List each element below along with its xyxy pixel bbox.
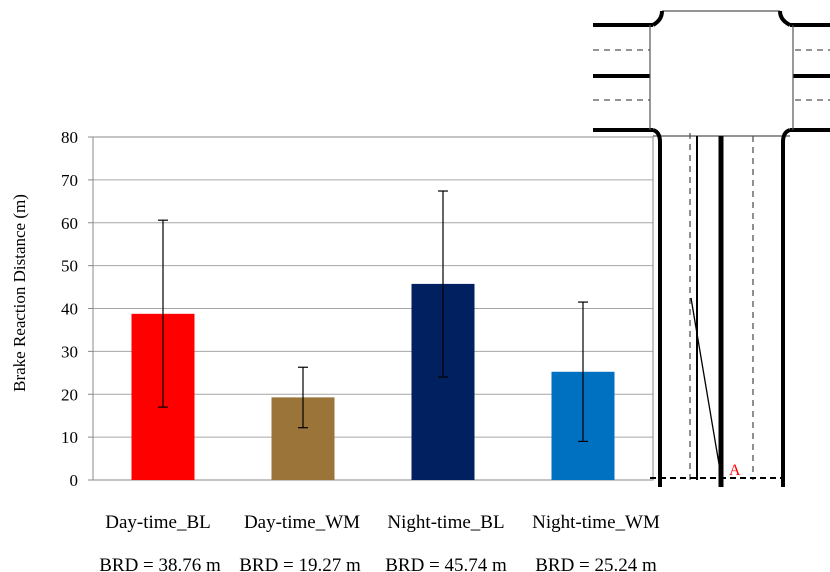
bar-chart: 0 10 20 30 40 50 60 70 80 Day-time_BL Day-time_WM… <box>10 128 660 572</box>
brd-annotation: BRD = 38.76 m <box>99 555 221 572</box>
intersection-diagram: A <box>593 10 830 487</box>
y-tick-label: 50 <box>61 257 78 276</box>
y-tick-label: 30 <box>61 342 78 361</box>
category-label: Night-time_WM <box>532 512 660 533</box>
point-a-label: A <box>729 462 741 479</box>
curb-corner-top-right <box>778 10 791 27</box>
trajectory-line <box>690 297 721 471</box>
curb-corner-top-left <box>651 10 664 27</box>
category-label: Day-time_WM <box>244 512 360 533</box>
error-bars <box>158 190 588 443</box>
brd-annotation: BRD = 19.27 m <box>239 555 361 572</box>
category-labels: Day-time_BL Day-time_WM Night-time_BL Night… <box>105 512 660 533</box>
y-axis-label: Brake Reaction Distance (m) <box>10 194 29 392</box>
bars <box>131 283 615 480</box>
y-tick-label: 40 <box>61 300 78 319</box>
y-tick-label: 80 <box>61 128 78 147</box>
y-tick-label: 60 <box>61 214 78 233</box>
plot-area-frame <box>92 136 654 481</box>
category-label: Night-time_BL <box>387 512 504 533</box>
y-tick-label: 20 <box>61 385 78 404</box>
brd-annotation: BRD = 25.24 m <box>535 555 657 572</box>
y-tick-labels: 0 10 20 30 40 50 60 70 80 <box>61 128 78 490</box>
brd-annotations: BRD = 38.76 m BRD = 19.27 m BRD = 45.74 m B… <box>99 555 657 572</box>
y-tick-label: 0 <box>70 471 79 490</box>
brd-annotation: BRD = 45.74 m <box>385 555 507 572</box>
curb-corner-bottom-right <box>781 128 791 143</box>
category-label: Day-time_BL <box>105 512 211 533</box>
y-tick-label: 70 <box>61 171 78 190</box>
curb-corner-bottom-left <box>652 128 662 143</box>
y-tick-label: 10 <box>61 428 78 447</box>
